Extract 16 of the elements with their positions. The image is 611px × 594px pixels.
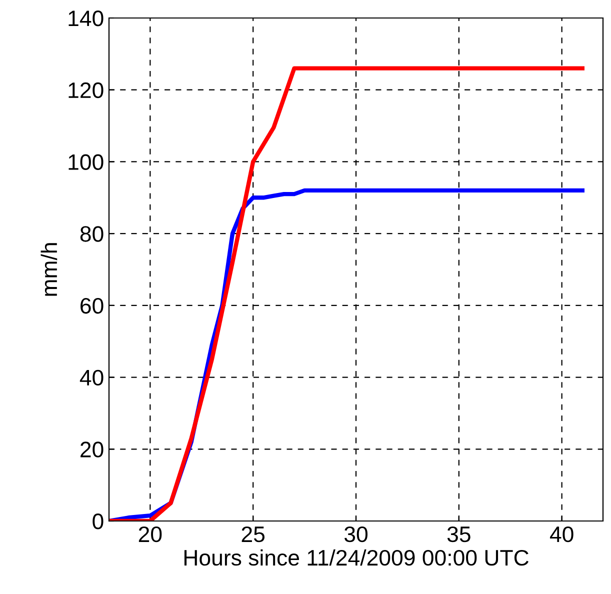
y-tick-label: 0 xyxy=(92,514,104,530)
y-tick-label: 20 xyxy=(80,442,104,458)
x-tick-label: 30 xyxy=(344,526,368,542)
x-tick-label: 40 xyxy=(550,526,574,542)
x-tick-label: 25 xyxy=(242,526,265,542)
y-tick-label: 80 xyxy=(80,226,104,242)
y-tick-label: 40 xyxy=(80,370,104,386)
y-tick-label: 100 xyxy=(68,154,104,170)
y-tick-label: 60 xyxy=(80,298,104,314)
y-tick-label: 120 xyxy=(68,82,104,98)
y-tick-label: 140 xyxy=(68,10,104,26)
x-tick-label: 20 xyxy=(138,526,162,542)
x-tick-label: 35 xyxy=(447,526,470,542)
y-axis-title: mm/h xyxy=(40,243,58,296)
x-axis-title: Hours since 11/24/2009 00:00 UTC xyxy=(184,549,529,566)
line-series xyxy=(109,66,584,521)
